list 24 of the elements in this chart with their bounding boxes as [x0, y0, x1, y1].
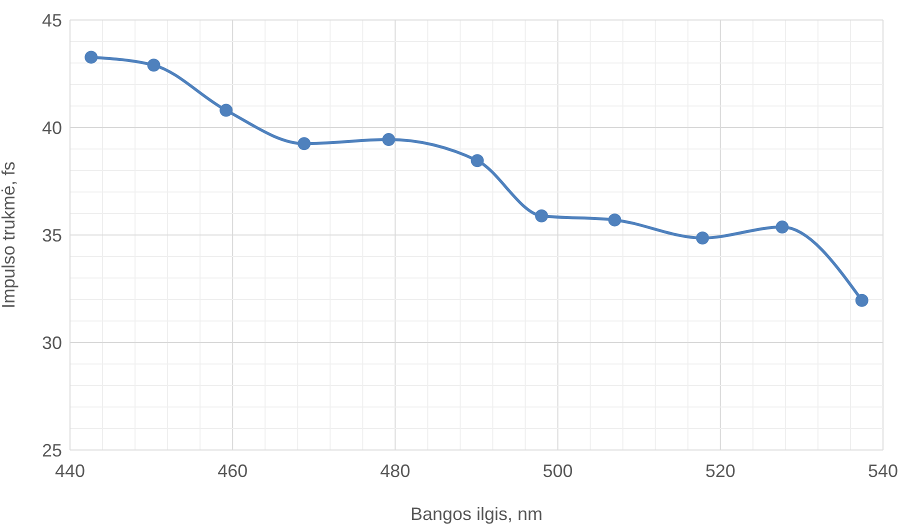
point [535, 209, 548, 222]
point [84, 50, 98, 64]
point [470, 154, 484, 168]
x-tick-label: 500 [542, 460, 573, 481]
point [855, 294, 868, 307]
y-tick-label: 35 [42, 225, 62, 246]
point [608, 213, 622, 226]
point [696, 232, 710, 245]
x-tick-label: 440 [54, 460, 86, 481]
point [298, 137, 311, 150]
x-axis-title: Bangos ilgis, nm [410, 504, 543, 524]
y-axis-title: Impulso trukmė, fs [0, 161, 18, 309]
y-tick-label: 25 [42, 440, 62, 460]
x-tick-label: 480 [380, 460, 410, 481]
x-tick-label: 520 [705, 460, 736, 481]
point [147, 58, 160, 72]
x-tick-label: 460 [218, 460, 248, 481]
point [382, 133, 396, 146]
point [220, 104, 233, 117]
y-tick-label: 40 [42, 118, 62, 138]
y-tick-label: 45 [42, 10, 62, 30]
point [776, 220, 789, 234]
y-tick-label: 30 [42, 332, 62, 353]
x-tick-label: 540 [868, 460, 898, 481]
